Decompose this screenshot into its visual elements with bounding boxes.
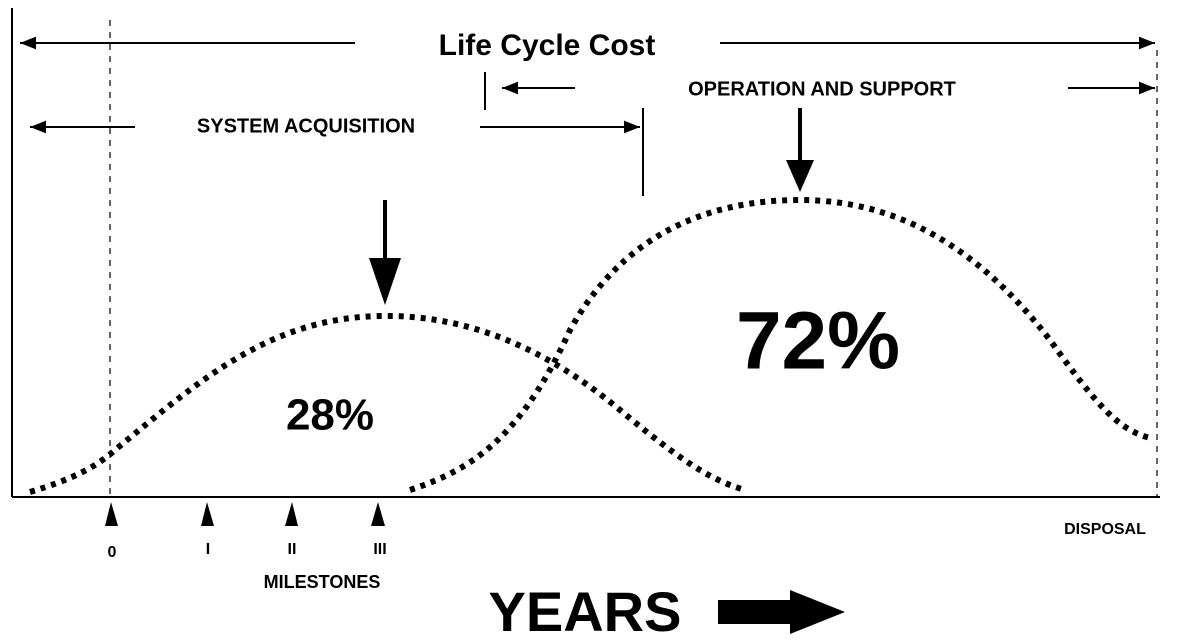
years-arrow (718, 590, 845, 634)
milestone-label: I (206, 541, 210, 558)
peak-arrows (369, 108, 814, 305)
phase-label: OPERATION AND SUPPORT (688, 78, 956, 100)
share-label: 28% (286, 391, 374, 440)
cost-curves (29, 196, 1151, 495)
milestone-markers (105, 502, 385, 526)
milestone-label: III (373, 541, 386, 558)
milestone-label: II (288, 541, 297, 558)
title: Life Cycle Cost (439, 29, 656, 62)
share-label: 72% (736, 296, 900, 387)
milestone-label: 0 (108, 544, 117, 561)
phase-label: SYSTEM ACQUISITION (197, 115, 415, 137)
milestones-title: MILESTONES (264, 572, 381, 592)
x-axis-label: YEARS (489, 580, 682, 640)
span-arrows (20, 36, 1155, 196)
axes (11, 8, 1160, 498)
disposal-label: DISPOSAL (1064, 521, 1146, 538)
